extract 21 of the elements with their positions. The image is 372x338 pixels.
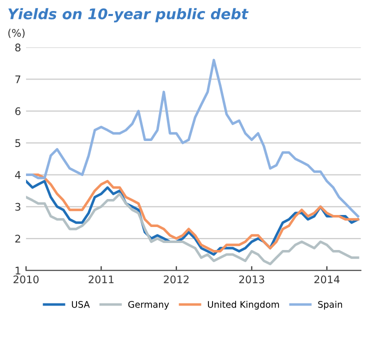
y-tick-label: 6 [15, 107, 21, 116]
legend-label: United Kingdom [208, 300, 279, 310]
legend-label: Germany [128, 300, 169, 310]
legend-label: Spain [318, 300, 342, 310]
y-tick-label: 3 [15, 202, 20, 211]
y-tick-label: 4 [15, 171, 21, 179]
y-tick-label: 8 [15, 44, 20, 52]
legend-label: USA [72, 300, 90, 308]
chart-title: Yields on 10-year public debt [8, 8, 249, 22]
y-axis-title: (%) [8, 28, 25, 38]
line-series [26, 58, 360, 218]
x-tick-label: 2010 [14, 275, 39, 284]
x-tick-label: 2011 [88, 275, 114, 284]
y-tick-label: 1 [16, 266, 20, 274]
y-tick-label: 7 [15, 76, 20, 84]
y-tick-label: 2 [15, 234, 20, 242]
x-tick-label: 2014 [314, 275, 340, 284]
x-tick-label: 2013 [239, 275, 264, 284]
y-tick-label: 5 [15, 139, 20, 148]
line-series [26, 192, 360, 266]
x-tick-label: 2012 [164, 275, 189, 284]
